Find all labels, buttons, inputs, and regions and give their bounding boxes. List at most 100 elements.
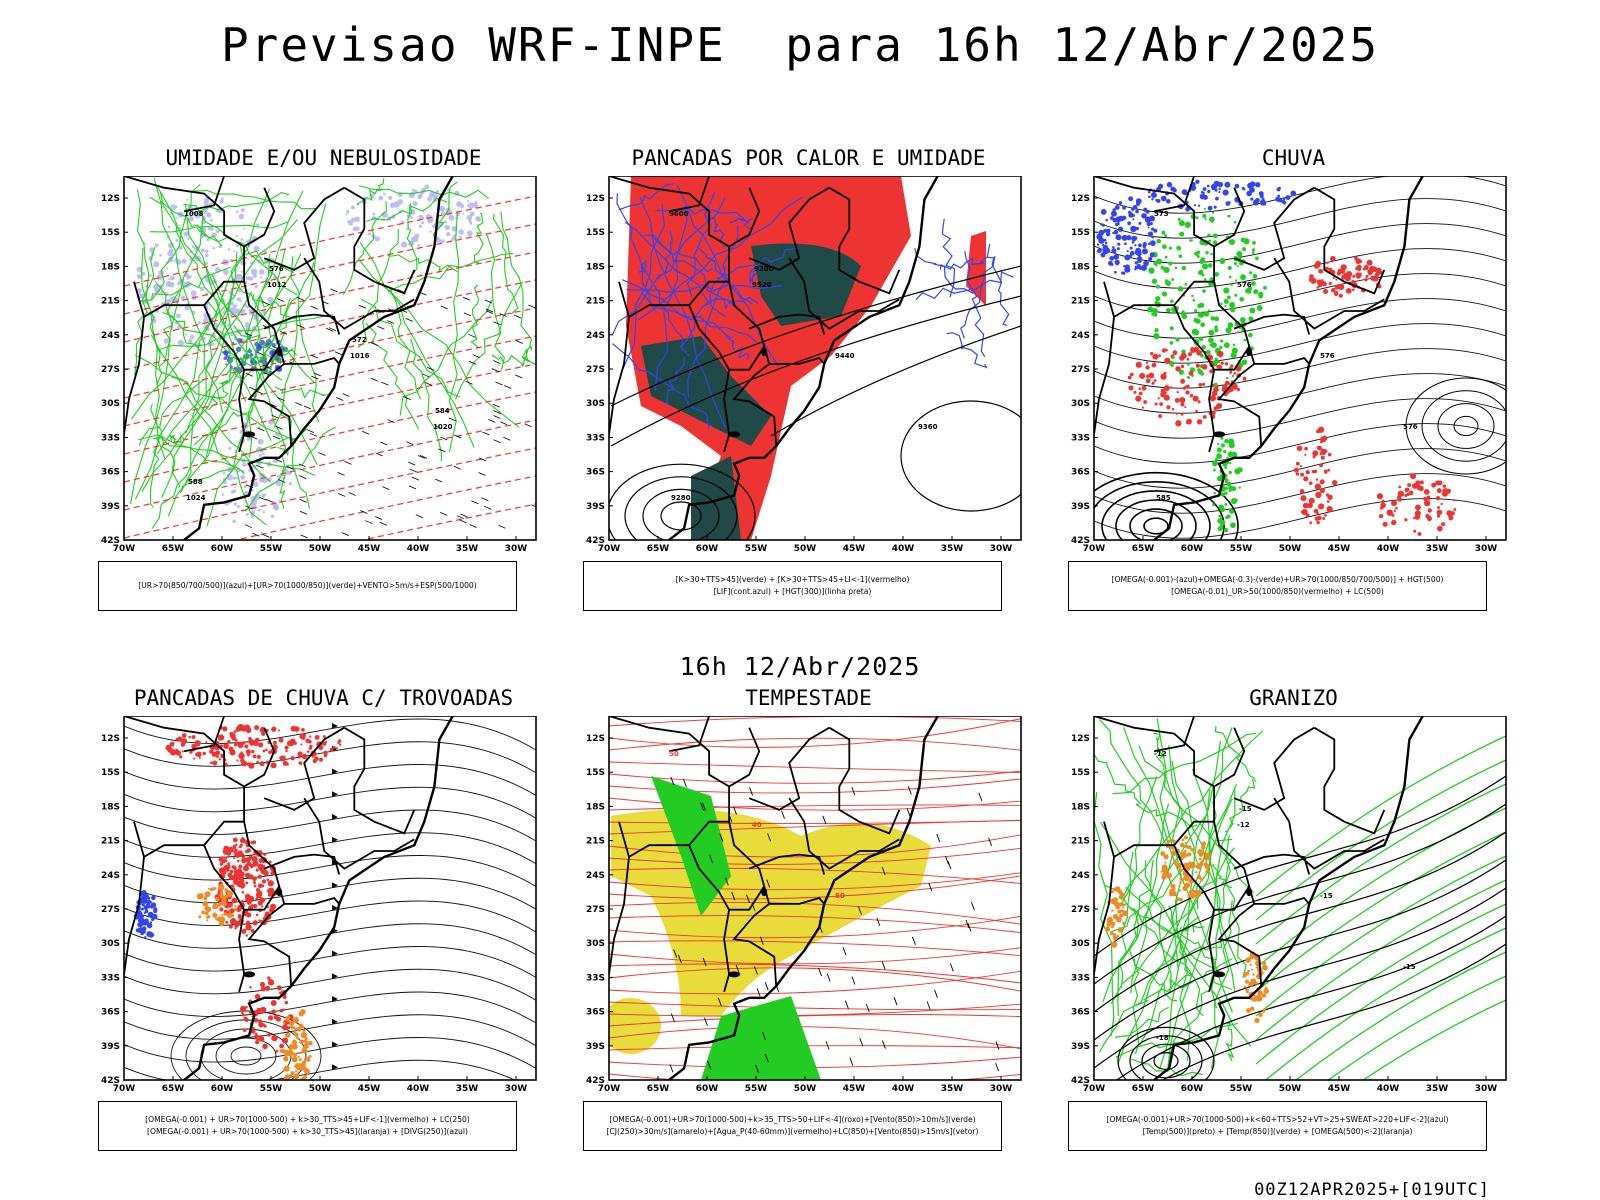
country-border — [1233, 726, 1315, 811]
wind-vector — [411, 476, 420, 481]
omega500-area — [1262, 1010, 1266, 1013]
thunderstorm-moderate — [217, 887, 221, 890]
humidity-low-contour — [189, 192, 290, 215]
lon-label: 35W — [941, 1084, 964, 1094]
omega-ur50 — [1328, 267, 1333, 271]
streamline — [1094, 323, 1506, 364]
temp850-contour — [1099, 719, 1170, 848]
wind850-vector — [844, 1000, 849, 1009]
omega-weak — [1105, 231, 1111, 237]
omega-ur50 — [1220, 361, 1224, 365]
streamline — [1094, 198, 1506, 239]
wind-vector — [311, 375, 319, 380]
thunderstorm-severe — [227, 846, 234, 853]
thunderstorm-moderate — [302, 1029, 306, 1032]
humidity-low-contour — [152, 436, 245, 475]
omega-strong — [1226, 514, 1231, 519]
country-border — [183, 176, 225, 213]
omega-ur50 — [1152, 353, 1159, 360]
omega-strong — [1214, 325, 1218, 329]
omega-strong — [1225, 376, 1229, 380]
omega-ur50 — [1423, 489, 1430, 495]
omega-strong — [1197, 270, 1203, 275]
lon-label: 55W — [260, 1084, 283, 1094]
omega-ur50 — [1180, 378, 1186, 384]
thickness-contour — [124, 251, 536, 343]
lat-label: 15S — [1071, 768, 1090, 778]
humidity-mid-level — [276, 474, 281, 479]
thunderstorm-severe — [246, 912, 252, 918]
wind-vector — [279, 330, 288, 335]
lon-label: 40W — [407, 544, 430, 554]
jet-stream-area — [609, 998, 661, 1054]
lat-label: 15S — [1071, 228, 1090, 238]
panel-title: UMIDADE E/OU NEBULOSIDADE — [165, 146, 482, 170]
humidity-mid-level — [166, 267, 169, 270]
omega-ur50 — [1160, 373, 1167, 380]
wind-vector — [370, 377, 378, 382]
omega-ur50 — [1230, 364, 1234, 368]
thunderstorm-severe — [215, 755, 219, 759]
humidity-mid-level — [190, 290, 197, 297]
thickness-contour — [124, 447, 536, 539]
map-chuva: 57357657657658512S15S18S21S24S27S30S33S3… — [1071, 176, 1507, 554]
lat-label: 42S — [586, 536, 605, 546]
lifted-index-contour — [638, 259, 647, 275]
humidity-mid-level — [423, 188, 427, 192]
omega-strong — [1251, 248, 1256, 252]
wind-vector — [257, 352, 265, 356]
omega-weak — [1131, 240, 1135, 244]
legend-box: [OMEGA(-0.001) + UR>70(1000-500) + k>30_… — [98, 1101, 517, 1151]
wind-vector — [415, 514, 424, 519]
divergence-250 — [141, 903, 145, 907]
thunderstorm-severe — [276, 985, 282, 991]
lc250-streamline — [124, 900, 536, 933]
thunderstorm-severe — [212, 760, 218, 766]
thunderstorm-moderate — [221, 914, 224, 917]
omega-strong — [1201, 273, 1205, 277]
temp850-contour — [1224, 778, 1256, 833]
lat-label: 12S — [586, 734, 605, 744]
humidity-low-contour — [359, 242, 475, 448]
thunderstorm-severe — [282, 1037, 289, 1044]
humidity-mid-level — [166, 298, 172, 305]
humidity-low-contour — [168, 433, 185, 443]
humidity-high-level — [256, 343, 263, 350]
omega-ur50 — [1176, 390, 1179, 394]
omega-ur50 — [1335, 278, 1338, 281]
humidity-low-contour — [361, 298, 460, 398]
divergence-250 — [151, 913, 158, 920]
thunderstorm-moderate — [233, 908, 237, 912]
wind-vector — [484, 505, 492, 510]
wind-vector — [326, 327, 334, 332]
wind850-vector — [928, 882, 933, 892]
humidity-mid-level — [406, 228, 409, 231]
lake-mark — [761, 888, 768, 897]
wind-vector — [439, 512, 448, 516]
thunderstorm-severe — [254, 1034, 259, 1040]
thunderstorm-severe — [285, 749, 288, 753]
omega-weak — [1122, 271, 1126, 275]
omega-weak — [1144, 263, 1147, 266]
lc850-contour — [609, 970, 1021, 995]
thunderstorm-moderate — [301, 1025, 305, 1029]
lake-mark — [1246, 348, 1253, 357]
thunderstorm-moderate — [223, 902, 227, 907]
temp850-contour — [1264, 927, 1506, 1080]
omega-ur50 — [1153, 362, 1156, 366]
omega-weak — [1153, 228, 1158, 233]
lat-label: 27S — [101, 365, 120, 375]
country-border — [748, 853, 826, 875]
thunderstorm-severe — [257, 1019, 263, 1024]
lc250-streamline-arrow — [332, 1064, 338, 1071]
omega-weak — [1137, 253, 1141, 257]
omega-strong — [1227, 295, 1231, 300]
humidity-mid-level — [234, 308, 240, 314]
thunderstorm-severe — [259, 761, 265, 767]
lc250-streamline — [124, 786, 536, 819]
wind850-vector — [851, 786, 856, 796]
thunderstorm-severe — [254, 993, 261, 1000]
